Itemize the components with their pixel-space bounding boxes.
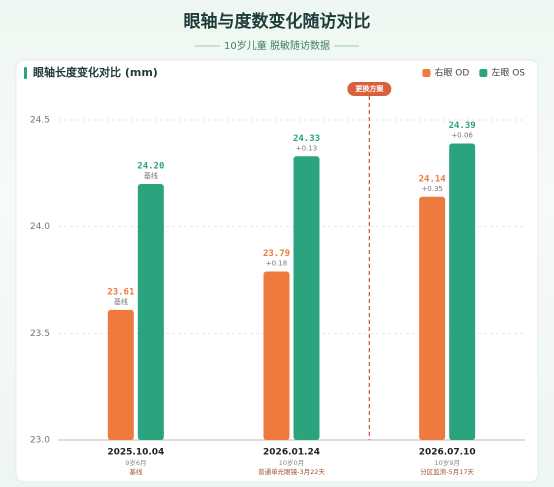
bar — [419, 196, 446, 440]
panel-title: 眼轴长度变化对比 (mm) — [33, 65, 158, 79]
value-label: 24.14 — [419, 174, 447, 184]
bar — [449, 143, 476, 440]
y-tick-label: 23.5 — [30, 329, 50, 339]
y-tick-label: 24.5 — [30, 116, 50, 126]
y-tick-label: 24.0 — [30, 222, 50, 232]
x-tick-note: 分区监测-5月17天 — [420, 467, 474, 476]
bar-note: 基线 — [144, 171, 158, 180]
x-tick-age: 10岁9月 — [434, 458, 459, 467]
legend-label: 左眼 OS — [491, 67, 525, 79]
legend-swatch — [479, 69, 488, 77]
value-label: 24.39 — [449, 121, 476, 131]
chart-title: 眼轴与度数变化随访对比 — [184, 11, 371, 32]
panel-marker — [24, 67, 27, 79]
bar-note: +0.18 — [266, 259, 287, 267]
bar — [137, 184, 164, 440]
bar — [263, 271, 290, 440]
bar — [293, 156, 320, 440]
bar-note: +0.13 — [296, 144, 317, 152]
y-tick-label: 23.0 — [30, 436, 50, 446]
legend-label: 右眼 OD — [434, 67, 469, 79]
bar-note: +0.35 — [421, 185, 442, 193]
value-label: 24.33 — [293, 134, 320, 144]
x-tick-label: 2026.07.10 — [419, 448, 476, 458]
x-tick-age: 9岁6月 — [125, 458, 146, 467]
annotation-badge — [347, 82, 392, 96]
bar — [107, 309, 134, 440]
x-tick-note: 普通单光眼镜-3月22天 — [258, 467, 325, 476]
value-label: 24.20 — [137, 162, 164, 172]
annotation-text: 更换方案 — [355, 84, 384, 93]
x-tick-label: 2026.01.24 — [263, 448, 320, 458]
x-tick-label: 2025.10.04 — [107, 448, 164, 458]
value-label: 23.61 — [107, 287, 134, 297]
bar-note: +0.06 — [451, 131, 473, 139]
subtitle: 10岁儿童 脱敏随访数据 — [224, 39, 330, 52]
legend-swatch — [422, 69, 431, 77]
value-label: 23.79 — [263, 249, 290, 259]
x-tick-note: 基线 — [129, 467, 143, 476]
bar-note: 基线 — [114, 297, 128, 306]
x-tick-age: 10岁0月 — [279, 458, 304, 467]
